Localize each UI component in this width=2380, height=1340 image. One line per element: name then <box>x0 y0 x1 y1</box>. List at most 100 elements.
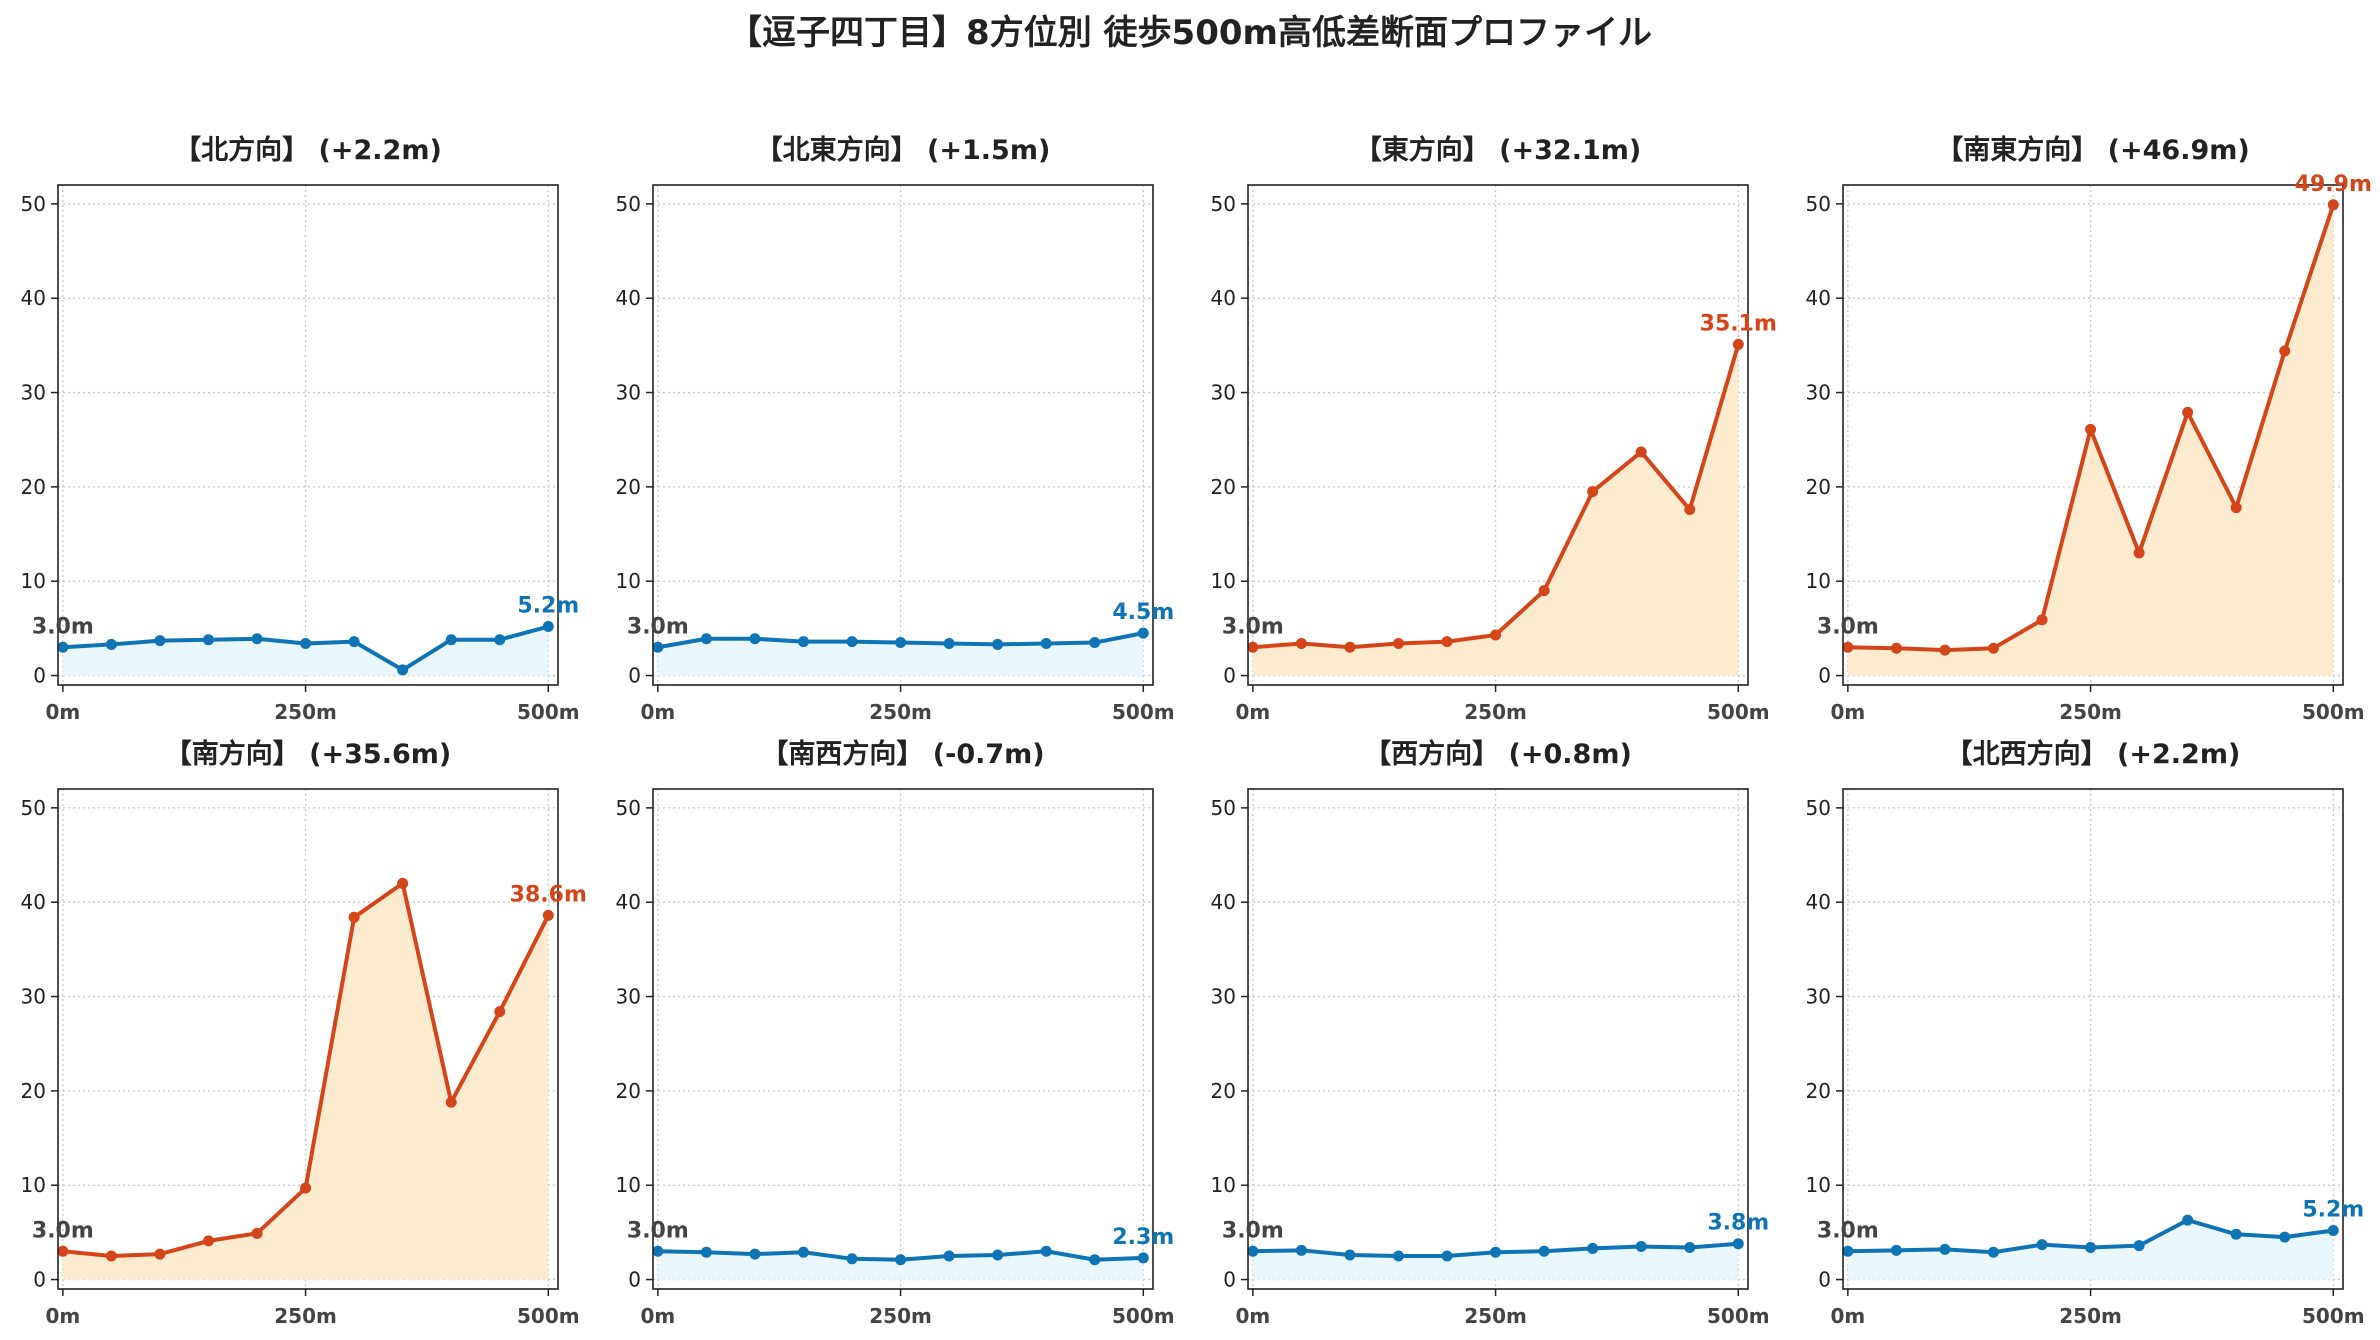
elevation-point <box>57 1245 69 1257</box>
start-elevation-label: 3.0m <box>1817 614 1879 639</box>
elevation-point <box>1247 641 1259 653</box>
y-tick-label: 20 <box>1211 475 1236 499</box>
y-tick-label: 50 <box>1806 192 1831 216</box>
y-tick-label: 40 <box>21 890 46 914</box>
elevation-point <box>1089 1254 1101 1266</box>
elevation-area <box>657 633 1144 676</box>
start-elevation-label: 3.0m <box>627 614 689 639</box>
panel-title: 【南西方向】 (-0.7m) <box>761 738 1044 770</box>
elevation-point <box>300 637 312 649</box>
elevation-point <box>1247 1245 1259 1257</box>
end-elevation-label: 5.2m <box>2302 1198 2364 1223</box>
elevation-point <box>1392 1250 1404 1262</box>
y-tick-label: 50 <box>1211 192 1236 216</box>
end-elevation-label: 2.3m <box>1112 1225 1174 1250</box>
x-tick-label: 0m <box>640 1304 675 1328</box>
x-tick-label: 500m <box>2302 700 2365 724</box>
elevation-point <box>1842 641 1854 653</box>
elevation-area <box>657 1251 1144 1280</box>
panel-title: 【北東方向】 (+1.5m) <box>756 134 1051 166</box>
y-tick-label: 0 <box>33 1268 46 1292</box>
x-tick-label: 500m <box>1707 700 1770 724</box>
elevation-point <box>2133 1240 2145 1252</box>
plot-frame <box>57 788 559 1290</box>
panel-title: 【南方向】 (+35.6m) <box>165 738 451 770</box>
y-tick-label: 0 <box>1223 664 1236 688</box>
end-elevation-label: 38.6m <box>510 882 587 907</box>
y-tick-label: 30 <box>21 381 46 405</box>
y-tick-label: 20 <box>616 1079 641 1103</box>
panel-title: 【北方向】 (+2.2m) <box>174 134 442 166</box>
plot-frame <box>1842 788 2344 1290</box>
elevation-point <box>1538 1245 1550 1257</box>
elevation-point <box>202 634 214 646</box>
y-tick-label: 0 <box>1818 664 1831 688</box>
y-tick-label: 50 <box>1211 796 1236 820</box>
y-tick-label: 20 <box>616 475 641 499</box>
y-tick-label: 40 <box>1211 890 1236 914</box>
x-tick-label: 0m <box>1235 700 1270 724</box>
elevation-point <box>1089 637 1101 649</box>
end-elevation-label: 4.5m <box>1112 600 1174 625</box>
elevation-point <box>202 1235 214 1247</box>
y-tick-label: 10 <box>21 1173 46 1197</box>
y-tick-label: 30 <box>1806 985 1831 1009</box>
y-tick-label: 0 <box>33 664 46 688</box>
y-tick-label: 0 <box>1223 1268 1236 1292</box>
elevation-point <box>1587 1242 1599 1254</box>
elevation-point <box>1842 1245 1854 1257</box>
y-tick-label: 30 <box>1806 381 1831 405</box>
elevation-point <box>2230 502 2242 514</box>
elevation-point <box>348 911 360 923</box>
y-tick-label: 30 <box>616 985 641 1009</box>
y-tick-label: 10 <box>1806 569 1831 593</box>
elevation-point <box>1137 627 1149 639</box>
x-tick-label: 0m <box>1830 700 1865 724</box>
elevation-point <box>251 633 263 645</box>
elevation-point <box>846 636 858 648</box>
x-tick-label: 0m <box>1830 1304 1865 1328</box>
elevation-point <box>943 1250 955 1262</box>
panel-title: 【南東方向】 (+46.9m) <box>1936 134 2249 166</box>
elevation-area <box>1252 1243 1739 1280</box>
y-tick-label: 10 <box>616 1173 641 1197</box>
y-tick-label: 10 <box>1211 1173 1236 1197</box>
elevation-point <box>749 633 761 645</box>
elevation-point <box>1890 642 1902 654</box>
y-tick-label: 40 <box>1806 286 1831 310</box>
y-tick-label: 20 <box>21 1079 46 1103</box>
y-tick-label: 50 <box>21 796 46 820</box>
elevation-point <box>1295 637 1307 649</box>
x-tick-label: 250m <box>2059 1304 2122 1328</box>
x-tick-label: 250m <box>869 1304 932 1328</box>
start-elevation-label: 3.0m <box>32 614 94 639</box>
elevation-point <box>652 641 664 653</box>
elevation-point <box>2182 406 2194 418</box>
elevation-area <box>62 883 549 1280</box>
elevation-point <box>1987 1246 1999 1258</box>
elevation-point <box>1137 1252 1149 1264</box>
y-tick-label: 40 <box>616 286 641 310</box>
elevation-point <box>2182 1214 2194 1226</box>
elevation-point <box>992 1249 1004 1261</box>
y-tick-label: 40 <box>1211 286 1236 310</box>
elevation-area <box>1252 344 1739 676</box>
y-tick-label: 40 <box>21 286 46 310</box>
elevation-point <box>1040 1245 1052 1257</box>
y-tick-label: 40 <box>1806 890 1831 914</box>
elevation-point <box>1732 338 1744 350</box>
x-tick-label: 500m <box>517 1304 580 1328</box>
y-tick-label: 30 <box>21 985 46 1009</box>
x-tick-label: 250m <box>274 1304 337 1328</box>
elevation-point <box>2085 423 2097 435</box>
x-tick-label: 250m <box>274 700 337 724</box>
elevation-point <box>1684 504 1696 516</box>
start-elevation-label: 3.0m <box>1222 1218 1284 1243</box>
x-tick-label: 0m <box>45 1304 80 1328</box>
elevation-point <box>2279 1231 2291 1243</box>
x-tick-label: 500m <box>1112 700 1175 724</box>
